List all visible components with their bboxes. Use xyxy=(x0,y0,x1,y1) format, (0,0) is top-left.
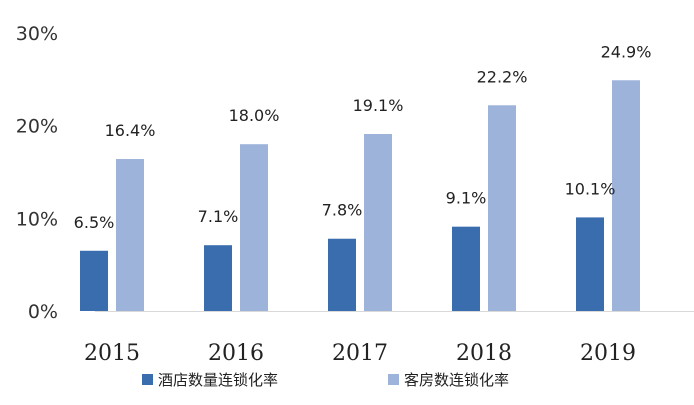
x-axis-categories: 2015 2016 2017 2018 2019 xyxy=(84,341,636,366)
data-label: 24.9% xyxy=(601,42,652,61)
x-category-label: 2015 xyxy=(84,341,140,366)
data-label: 7.8% xyxy=(322,201,363,220)
data-label: 18.0% xyxy=(229,106,280,125)
x-category-label: 2016 xyxy=(208,341,264,366)
y-tick-label: 0% xyxy=(28,301,58,323)
x-category-label: 2019 xyxy=(580,341,636,366)
y-axis-ticks: 0% 10% 20% 30% xyxy=(16,23,58,323)
bars xyxy=(80,80,640,311)
y-tick-label: 30% xyxy=(16,23,58,45)
legend-swatch xyxy=(142,374,153,385)
bar-room-2019 xyxy=(612,80,640,311)
data-label: 16.4% xyxy=(105,121,156,140)
bar-hotel-2019 xyxy=(576,217,604,311)
legend-swatch xyxy=(388,374,399,385)
legend-label: 客房数连锁化率 xyxy=(404,371,509,389)
data-label: 9.1% xyxy=(446,189,487,208)
bar-room-2017 xyxy=(364,134,392,311)
x-category-label: 2018 xyxy=(456,341,512,366)
data-labels: 6.5% 16.4% 7.1% 18.0% 7.8% 19.1% 9.1% 22.2% 10.1… xyxy=(74,42,652,232)
bar-hotel-2018 xyxy=(452,226,480,311)
y-tick-label: 20% xyxy=(16,116,58,138)
bar-room-2018 xyxy=(488,105,516,311)
data-label: 6.5% xyxy=(74,213,115,232)
data-label: 22.2% xyxy=(477,67,528,86)
bar-hotel-2015 xyxy=(80,250,108,311)
data-label: 7.1% xyxy=(198,207,239,226)
bar-room-2016 xyxy=(240,144,268,311)
legend: 酒店数量连锁化率 客房数连锁化率 xyxy=(142,371,509,389)
bar-room-2015 xyxy=(116,159,144,311)
bar-hotel-2017 xyxy=(328,238,356,311)
data-label: 10.1% xyxy=(565,179,616,198)
bar-hotel-2016 xyxy=(204,245,232,311)
x-category-label: 2017 xyxy=(332,341,388,366)
data-label: 19.1% xyxy=(353,96,404,115)
y-tick-label: 10% xyxy=(16,208,58,230)
legend-label: 酒店数量连锁化率 xyxy=(158,371,278,389)
